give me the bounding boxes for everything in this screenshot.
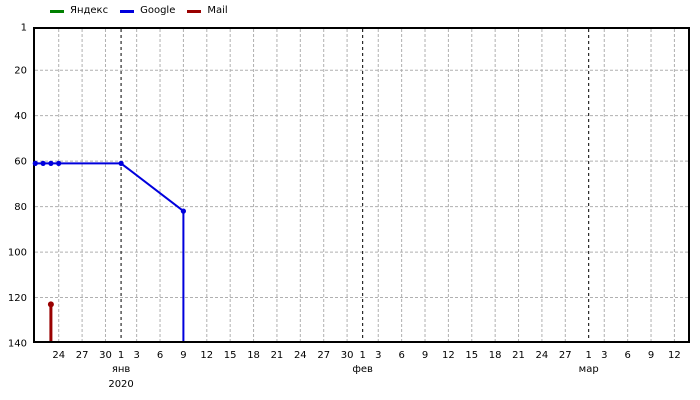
legend-item-yandex: Яндекс — [50, 4, 108, 18]
mail-line-swatch-icon — [187, 9, 202, 13]
x-tick-label: 15 — [224, 350, 237, 361]
legend-label-yandex: Яндекс — [70, 5, 109, 16]
chart-legend: Яндекс Google Mail — [50, 4, 240, 18]
x-tick-label: 1 — [585, 350, 591, 361]
x-tick-label: 18 — [247, 350, 260, 361]
plot-border — [33, 27, 690, 343]
x-tick-label: 12 — [442, 350, 455, 361]
y-tick-label: 20 — [14, 66, 27, 77]
x-tick-label: 18 — [489, 350, 502, 361]
yandex-line-swatch-icon — [50, 9, 64, 13]
x-tick-label: 12 — [200, 350, 213, 361]
y-tick-label: 100 — [8, 248, 27, 259]
x-tick-label: 24 — [536, 350, 549, 361]
series-google-point — [180, 208, 186, 214]
x-tick-label: 6 — [624, 350, 630, 361]
x-tick-label: 21 — [271, 350, 284, 361]
series-google-point — [48, 160, 54, 166]
x-tick-label: 3 — [133, 350, 139, 361]
x-tick-label: 3 — [601, 350, 607, 361]
series-mail-point — [47, 301, 54, 308]
y-tick-label: 40 — [14, 111, 27, 122]
x-tick-label: 1 — [118, 350, 124, 361]
x-tick-label: 27 — [76, 350, 89, 361]
x-tick-label: 27 — [317, 350, 330, 361]
x-tick-label: 6 — [398, 350, 404, 361]
x-tick-label: 9 — [648, 350, 654, 361]
series-google-point — [56, 160, 62, 166]
legend-label-mail: Mail — [207, 5, 228, 16]
legend-label-google: Google — [140, 5, 176, 16]
series-google-point — [118, 160, 124, 166]
x-tick-label: 21 — [512, 350, 525, 361]
year-label: 2020 — [108, 379, 133, 390]
series-google-point — [32, 160, 38, 166]
y-tick-label: 60 — [14, 157, 27, 168]
series-google-point — [40, 160, 46, 166]
y-tick-label: 80 — [14, 202, 27, 213]
x-tick-label: 6 — [157, 350, 163, 361]
x-tick-label: 9 — [180, 350, 186, 361]
x-tick-label: 27 — [559, 350, 572, 361]
y-tick-label: 140 — [8, 339, 27, 350]
google-line-swatch-icon — [120, 9, 135, 13]
y-tick-label: 120 — [8, 293, 27, 304]
x-tick-label: 1 — [359, 350, 365, 361]
x-tick-label: 15 — [465, 350, 478, 361]
x-tick-label: 9 — [422, 350, 428, 361]
x-tick-label: 3 — [375, 350, 381, 361]
x-tick-label: 30 — [341, 350, 354, 361]
x-tick-label: 12 — [668, 350, 681, 361]
x-tick-label: 30 — [99, 350, 112, 361]
legend-item-mail: Mail — [187, 4, 228, 18]
x-tick-label: 24 — [294, 350, 307, 361]
y-tick-label: 1 — [21, 23, 27, 34]
month-label: янв — [112, 364, 131, 375]
month-label: мар — [579, 364, 599, 375]
x-tick-label: 24 — [52, 350, 65, 361]
month-label: фев — [352, 364, 373, 375]
legend-item-google: Google — [120, 4, 175, 18]
